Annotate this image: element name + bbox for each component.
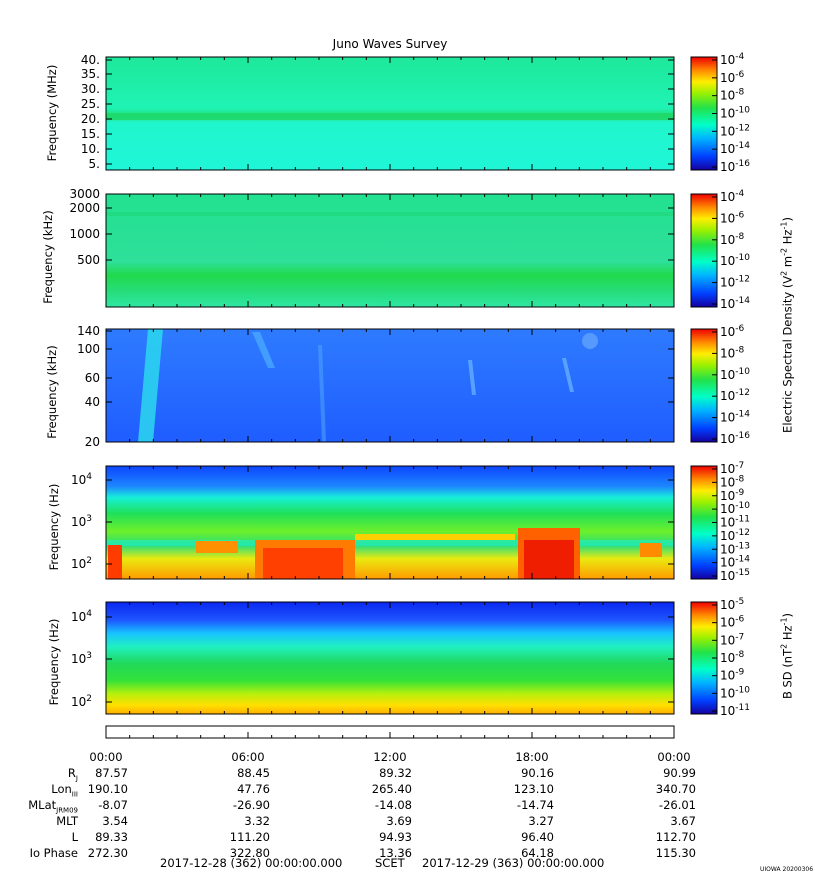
colorbar-tick-label: 10-11 [720, 703, 750, 718]
panel-hz-magnetic [105, 601, 675, 715]
y-tick-label: 2000 [69, 201, 100, 215]
panel-hz-electric [105, 465, 675, 580]
y-tick-label: 35. [81, 67, 100, 81]
burst-stripe [138, 329, 163, 442]
y-tick-label: 103 [71, 514, 92, 529]
y-tick-label: 30. [81, 82, 100, 96]
sup-m2: -2 [779, 247, 789, 256]
colorbar-tick-label: 10-10 [720, 367, 750, 382]
panel-mhz [105, 56, 675, 171]
band-21mhz [106, 113, 674, 120]
colorbar-tick-label: 10-7 [720, 632, 744, 647]
y-tick-label: 3000 [69, 187, 100, 201]
colorbar-tick-label: 10-16 [720, 431, 750, 446]
colorbar-tick-label: 10-14 [720, 296, 750, 311]
y-label-panel-1: Frequency (MHz) [45, 64, 59, 162]
y-tick-label: 100 [77, 342, 100, 356]
y-label-panel-3: Frequency (kHz) [45, 345, 59, 439]
colorbar-tick-label: 10-12 [720, 388, 750, 403]
colorbar-tick-label: 10-6 [720, 324, 745, 339]
spectrogram-hz-electric [106, 466, 674, 579]
panel-khz-high [105, 193, 675, 308]
colorbar-tick-label: 10-10 [720, 253, 750, 268]
colorbar-tick-label: 10-9 [720, 668, 745, 683]
colorbar-tick-label: 10-10 [720, 685, 750, 700]
y-tick-label: 102 [71, 556, 92, 571]
credit: UIOWA 20200306 [760, 866, 814, 873]
colorbar-tick-label: 10-6 [720, 210, 745, 225]
colorbar-tick-label: 10-15 [720, 568, 750, 583]
y-tick-label: 20 [85, 435, 100, 449]
colorbar [690, 328, 718, 443]
sup-2: 2 [779, 270, 789, 276]
y-tick-label: 102 [71, 694, 92, 709]
y-tick-label: 140 [77, 324, 100, 338]
y-label-panel-2: Frequency (kHz) [41, 210, 55, 304]
sup-hz: -1 [779, 221, 789, 230]
magnetic-colorbar-title: B SD (nT2 Hz-1) [779, 612, 795, 700]
y-tick-label: 5. [89, 157, 100, 171]
start-time: 2017-12-28 (362) 00:00:00.000 [160, 856, 343, 870]
y-tick-label: 10. [81, 142, 100, 156]
colorbar-tick-label: 10-4 [720, 189, 745, 204]
y-tick-label: 1000 [69, 227, 100, 241]
sup-hz2: -1 [779, 617, 789, 626]
colorbar-tick-label: 10-5 [720, 597, 744, 612]
colorbar-tick-label: 10-14 [720, 410, 750, 425]
y-label-panel-5: Frequency (Hz) [47, 618, 61, 706]
colorbar-tick-label: 10-8 [720, 232, 745, 247]
colorbar-tick-label: 10-16 [720, 159, 750, 174]
colorbar-tick-label: 10-14 [720, 141, 750, 156]
electric-title-hz: Hz [780, 229, 795, 245]
spectrogram-khz-low [106, 329, 674, 442]
colorbar-tick-label: 10-8 [720, 345, 745, 360]
colorbar [690, 193, 718, 308]
scet-label: SCET [375, 856, 405, 870]
plot-title: Juno Waves Survey [332, 37, 448, 51]
y-tick-label: 103 [71, 651, 92, 666]
colorbar-tick-label: 10-6 [720, 70, 745, 85]
y-tick-label: 25. [81, 97, 100, 111]
y-tick-label: 60 [85, 371, 100, 385]
spectrogram-khz-high [106, 194, 674, 307]
electric-title-m: m [780, 255, 795, 268]
colorbar-tick-label: 10-8 [720, 650, 745, 665]
colorbar-tick-label: 10-12 [720, 275, 750, 290]
magnetic-title-text: B SD (nT [780, 648, 795, 700]
y-tick-label: 20. [81, 112, 100, 126]
spectrogram-hz-magnetic [106, 602, 674, 714]
y-tick-label: 500 [77, 253, 100, 267]
y-tick-label: 40. [81, 53, 100, 67]
colorbar-tick-label: 10-4 [720, 52, 745, 67]
y-tick-label: 15. [81, 127, 100, 141]
colorbar-tick-label: 10-10 [720, 106, 750, 121]
colorbar-tick-label: 10-8 [720, 88, 745, 103]
colorbar-tick-label: 10-12 [720, 123, 750, 138]
panel-khz-low [105, 328, 675, 443]
y-tick-label: 104 [71, 609, 92, 624]
electric-colorbar-title: Electric Spectral Density (V2 m-2 Hz-1) [779, 217, 795, 433]
magnetic-title-hz: Hz [780, 625, 795, 641]
y-tick-label: 104 [71, 472, 92, 487]
y-label-panel-4: Frequency (Hz) [47, 483, 61, 571]
y-tick-label: 40 [85, 395, 100, 409]
sup-nt: 2 [779, 643, 789, 649]
electric-title-text: Electric Spectral Density (V [780, 275, 795, 433]
colorbar-tick-label: 10-6 [720, 615, 745, 630]
end-time: 2017-12-29 (363) 00:00:00.000 [422, 856, 605, 870]
